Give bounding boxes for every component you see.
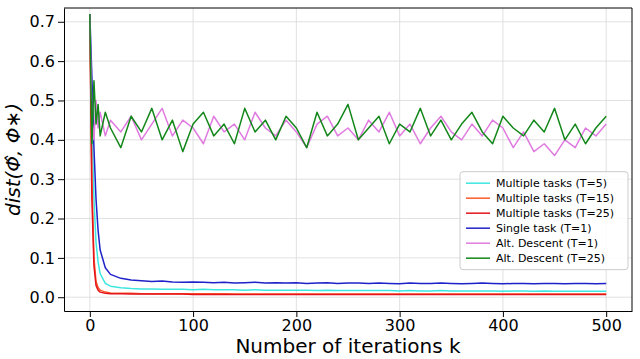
series-line	[90, 14, 606, 295]
grid-line	[64, 139, 632, 140]
tick-label: 400	[488, 316, 519, 335]
tick-label: 0.1	[30, 248, 55, 267]
grid-line	[296, 8, 297, 311]
tick-label: 100	[178, 316, 209, 335]
tick-mark	[58, 140, 64, 141]
tick: 200	[282, 311, 313, 335]
tick: 0.4	[30, 130, 64, 149]
tick: 0.2	[30, 209, 64, 228]
plot: 0 100 200 300 400 500 0.0 0.1 0.2 0.3 0.4 0.5 0.6 0.7…	[30, 8, 633, 335]
legend-label: Multiple tasks (T=25)	[496, 207, 614, 220]
tick-mark	[58, 61, 64, 62]
legend: Multiple tasks (T=5) Multiple tasks (T=15…	[460, 172, 628, 270]
lines	[90, 14, 606, 295]
tick-label: 300	[385, 316, 416, 335]
tick-label: 0.4	[30, 130, 55, 149]
tick-label: 0.2	[30, 209, 55, 228]
grid	[64, 8, 632, 311]
legend-swatch	[466, 227, 490, 229]
tick-label: 500	[591, 316, 622, 335]
legend-box	[460, 172, 628, 270]
tick-mark	[58, 297, 64, 298]
axis-line	[65, 311, 633, 312]
legend-swatch	[466, 257, 490, 259]
legend-label: Alt. Descent (T=25)	[496, 252, 605, 265]
tick: 100	[178, 311, 209, 335]
x-axis-title: Number of iterations k	[235, 334, 461, 358]
tick: 0.6	[30, 52, 64, 71]
legend-label: Single task (T=1)	[496, 222, 591, 235]
tick-label: 0.7	[30, 12, 55, 31]
tick: 500	[591, 311, 622, 335]
y-axis: 0.0 0.1 0.2 0.3 0.4 0.5 0.6 0.7	[30, 9, 65, 312]
frame	[64, 8, 632, 9]
grid-line	[399, 8, 400, 311]
series-line	[90, 14, 606, 291]
legend-label: Alt. Descent (T=1)	[496, 237, 598, 250]
axis-line	[64, 9, 65, 312]
legend-swatch	[466, 197, 490, 199]
tick-label: 0.5	[30, 91, 55, 110]
tick-label: 0.0	[30, 288, 55, 307]
legend-swatch	[466, 182, 490, 184]
tick: 0.5	[30, 91, 64, 110]
tick-mark	[58, 100, 64, 101]
y-axis-title: dist(Φ̂, Φ∗)	[1, 103, 25, 216]
grid-line	[64, 21, 632, 22]
grid-line	[64, 297, 632, 298]
tick-mark	[58, 219, 64, 220]
series-line	[90, 14, 606, 156]
tick: 0.1	[30, 248, 64, 267]
legend-swatch	[466, 212, 490, 214]
tick-label: 200	[282, 316, 313, 335]
tick-mark	[58, 258, 64, 259]
chart: 0 100 200 300 400 500 0.0 0.1 0.2 0.3 0.4 0.5 0.6 0.7…	[0, 0, 640, 359]
grid-line	[64, 100, 632, 101]
tick: 0.3	[30, 170, 64, 189]
tick-mark	[58, 22, 64, 23]
x-axis: 0 100 200 300 400 500	[65, 311, 633, 335]
legend-label: Multiple tasks (T=5)	[496, 177, 607, 190]
series-line	[90, 14, 606, 284]
legend-label: Multiple tasks (T=15)	[496, 192, 614, 205]
series-line	[90, 14, 606, 294]
tick-label: 0.3	[30, 170, 55, 189]
tick-label: 0.6	[30, 52, 55, 71]
tick: 300	[385, 311, 416, 335]
series-line	[90, 14, 606, 152]
tick: 0	[85, 311, 95, 335]
grid-line	[193, 8, 194, 311]
tick: 0.0	[30, 288, 64, 307]
grid-line	[64, 61, 632, 62]
tick: 400	[488, 311, 519, 335]
legend-swatch	[466, 242, 490, 244]
tick: 0.7	[30, 12, 64, 31]
frame	[632, 8, 633, 311]
tick-mark	[58, 179, 64, 180]
tick-label: 0	[85, 316, 95, 335]
